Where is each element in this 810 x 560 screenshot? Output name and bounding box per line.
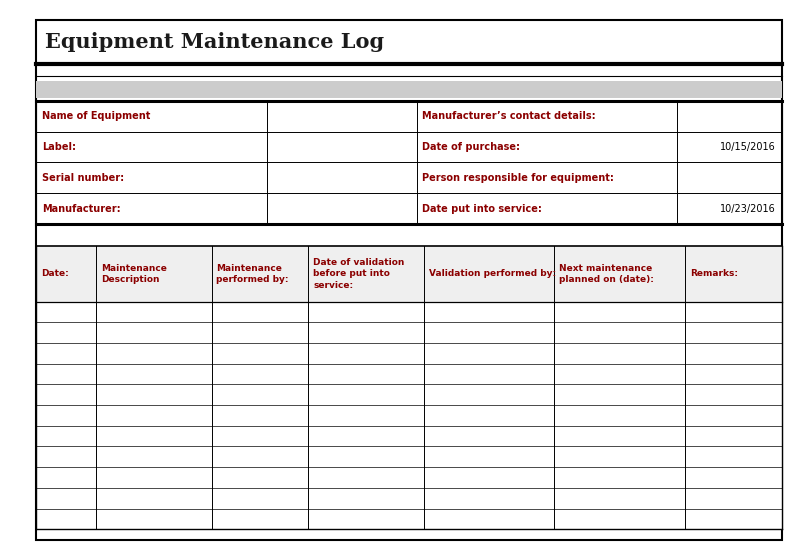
Text: Person responsible for equipment:: Person responsible for equipment: [422, 173, 614, 183]
Text: Date put into service:: Date put into service: [422, 204, 542, 213]
Text: Name of Equipment: Name of Equipment [42, 111, 151, 121]
Text: Equipment Maintenance Log: Equipment Maintenance Log [45, 32, 384, 52]
Text: 10/15/2016: 10/15/2016 [720, 142, 776, 152]
Text: Serial number:: Serial number: [42, 173, 124, 183]
Bar [36, 246, 782, 301]
Text: Maintenance
performed by:: Maintenance performed by: [216, 264, 289, 284]
Text: Maintenance
Description: Maintenance Description [101, 264, 167, 284]
Text: Next maintenance
planned on (date):: Next maintenance planned on (date): [559, 264, 654, 284]
Text: Manufacturer’s contact details:: Manufacturer’s contact details: [422, 111, 596, 121]
Text: Remarks:: Remarks: [689, 269, 738, 278]
Bar [36, 246, 782, 529]
Bar [36, 81, 782, 98]
Text: Validation performed by:: Validation performed by: [428, 269, 556, 278]
Text: Manufacturer:: Manufacturer: [42, 204, 121, 213]
Text: Date:: Date: [41, 269, 69, 278]
Text: Label:: Label: [42, 142, 76, 152]
Text: 10/23/2016: 10/23/2016 [720, 204, 776, 213]
Text: Date of purchase:: Date of purchase: [422, 142, 520, 152]
Text: Date of validation
before put into
service:: Date of validation before put into servi… [313, 258, 405, 290]
